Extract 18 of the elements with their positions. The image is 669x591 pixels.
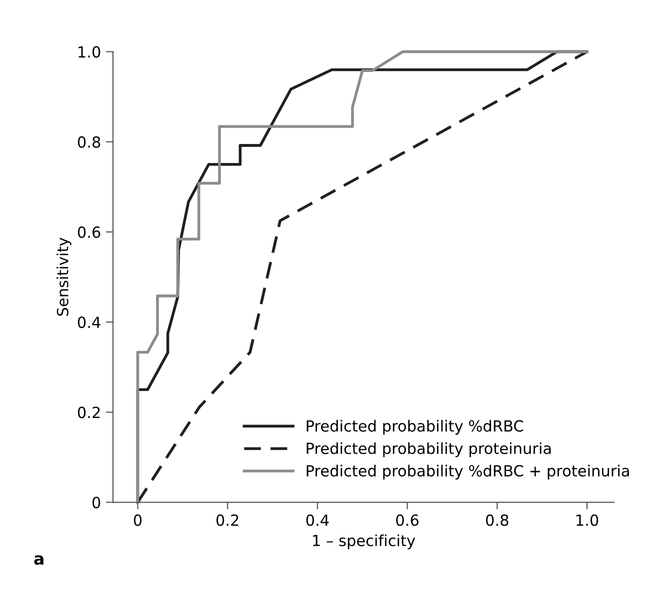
- x-tick-label: 0.2: [216, 514, 238, 526]
- x-tick-label: 1.0: [576, 514, 598, 526]
- x-axis-title: 1 – specificity: [313, 534, 416, 550]
- x-tick-label: 0.4: [306, 514, 329, 526]
- x-tick-label: 0.6: [396, 514, 418, 526]
- y-tick-label: 1.0: [78, 46, 100, 58]
- x-tick-label: 0.8: [486, 514, 508, 526]
- y-axis-title: Sensitivity: [56, 238, 72, 316]
- legend-label: Predicted probability proteinuria: [306, 442, 551, 458]
- y-tick-label: 0.2: [78, 406, 100, 418]
- y-tick-label: 0.6: [78, 226, 100, 238]
- legend-label: Predicted probability %dRBC: [306, 420, 524, 435]
- legend-label: Predicted probability %dRBC + proteinuria: [306, 464, 629, 480]
- y-tick-label: 0.4: [78, 316, 100, 328]
- text: a: [34, 555, 44, 565]
- y-tick-label: 0.8: [78, 136, 100, 148]
- y-tick-label: 0: [92, 496, 100, 508]
- x-tick-label: 0: [134, 514, 142, 526]
